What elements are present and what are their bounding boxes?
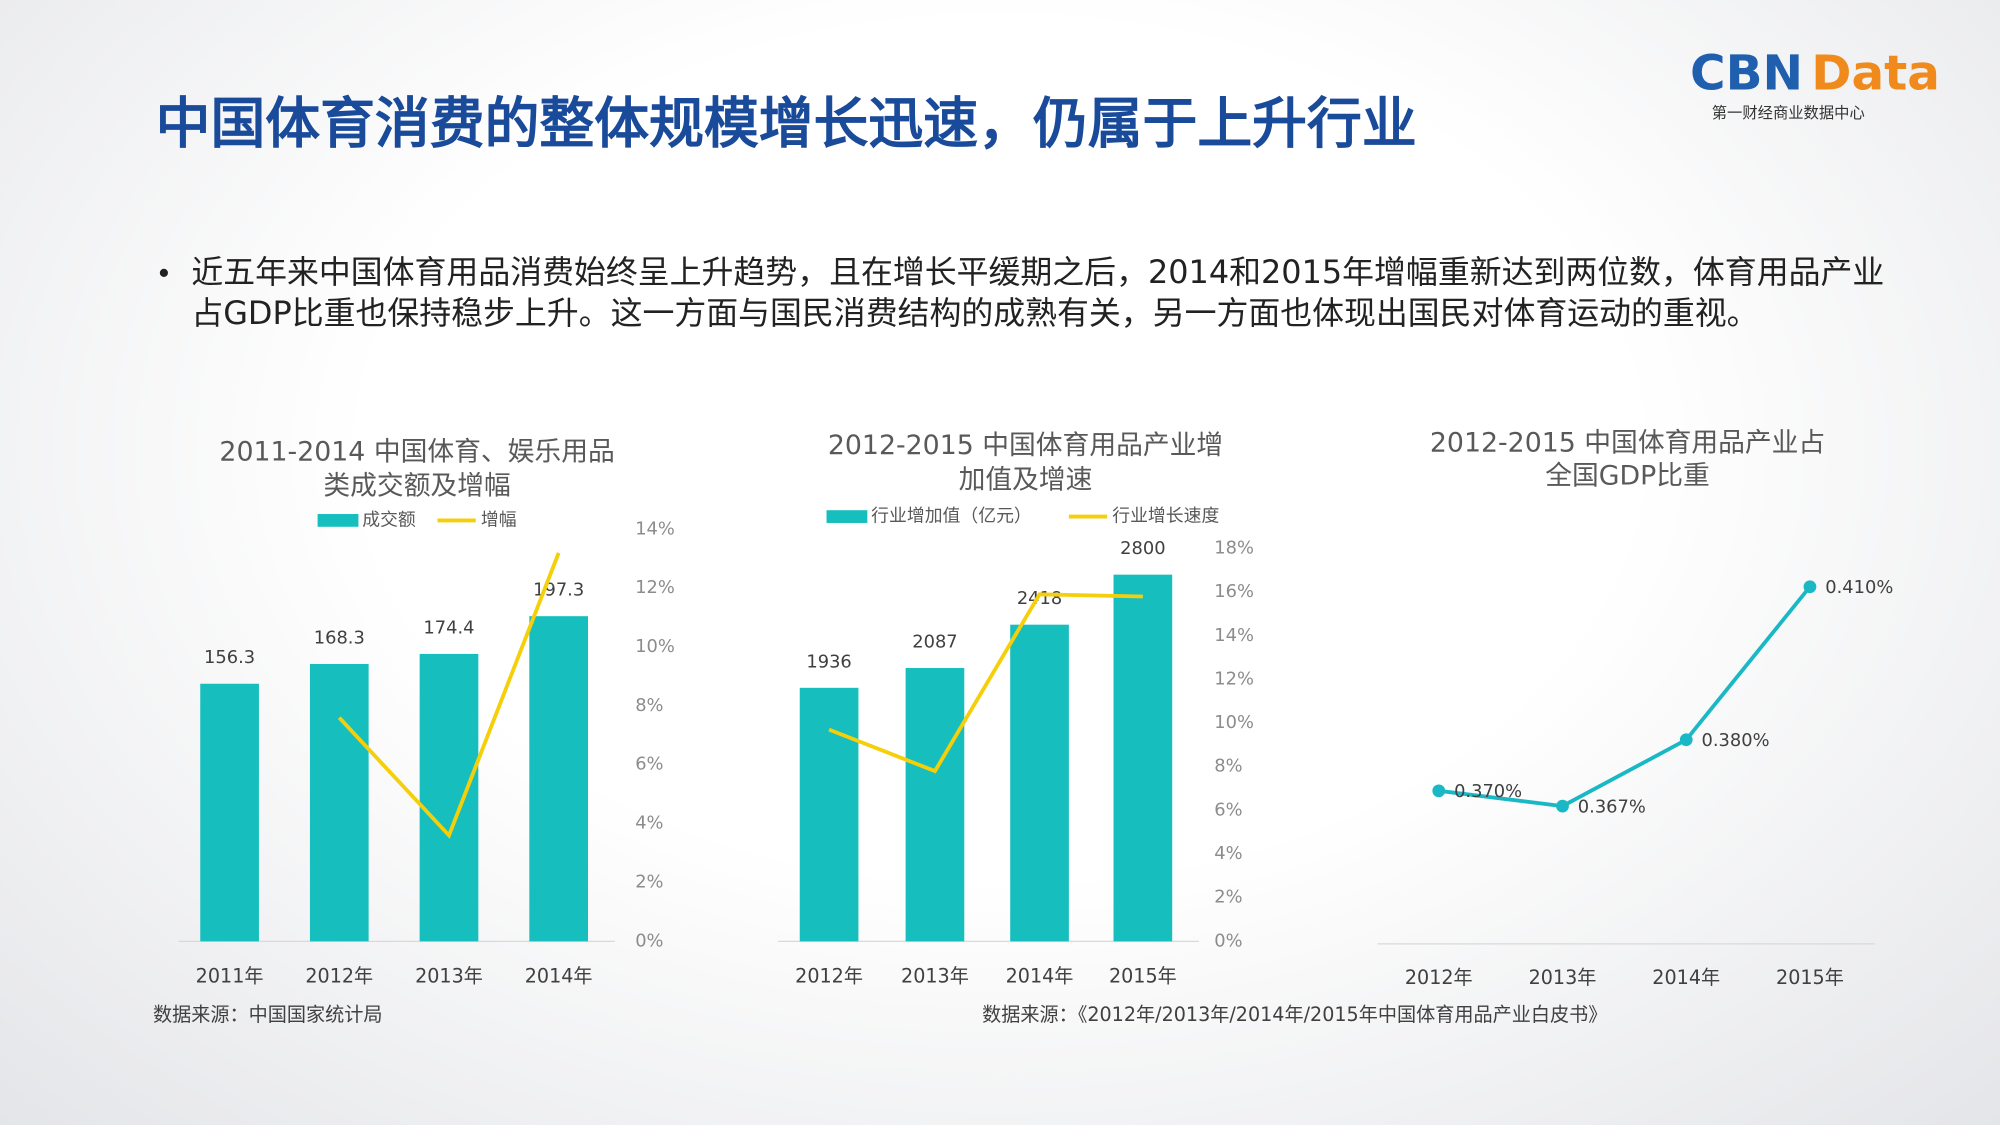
x-tick-label: 2012年 [795, 965, 863, 988]
bar [799, 687, 859, 942]
y2-tick-label: 4% [1214, 843, 1242, 864]
bar [1113, 574, 1173, 942]
data-label: 156.3 [204, 647, 255, 668]
y2-tick-label: 8% [1214, 756, 1242, 777]
y2-tick-label: 14% [1214, 625, 1254, 646]
bar [1010, 624, 1069, 942]
legend-label: 成交额 [362, 509, 416, 530]
y2-tick-label: 8% [635, 695, 663, 716]
chart-title: 加值及增速 [959, 464, 1093, 495]
data-label: 168.3 [314, 627, 365, 648]
y2-tick-label: 10% [1214, 712, 1254, 733]
legend-swatch [317, 514, 359, 527]
bar [529, 616, 589, 942]
bullet-text: 近五年来中国体育用品消费始终呈上升趋势，且在增长平缓期之后，2014和2015年… [191, 253, 1885, 332]
x-tick-label: 2011年 [196, 965, 264, 988]
chart-title: 类成交额及增幅 [323, 471, 510, 502]
logo-accent: Data [1811, 46, 1940, 102]
data-label: 0.380% [1702, 730, 1770, 751]
logo-main: CBN [1690, 46, 1803, 102]
x-tick-label: 2013年 [1529, 966, 1597, 989]
point [1679, 733, 1693, 747]
bar [200, 683, 259, 942]
data-label: 2087 [912, 632, 957, 653]
bullet-box: 近五年来中国体育用品消费始终呈上升趋势，且在增长平缓期之后，2014和2015年… [191, 253, 1885, 332]
chart-title: 2012-2015 中国体育用品产业占 [1430, 427, 1825, 458]
bar [905, 668, 965, 942]
data-label: 2418 [1017, 588, 1062, 609]
y2-tick-label: 16% [1214, 581, 1254, 602]
legend-label: 行业增加值（亿元） [871, 506, 1032, 527]
x-tick-label: 2015年 [1109, 965, 1177, 988]
x-tick-label: 2013年 [415, 965, 483, 988]
x-tick-label: 2014年 [1652, 966, 1720, 989]
y2-tick-label: 18% [1214, 537, 1254, 558]
y2-tick-label: 6% [635, 754, 663, 775]
data-label: 1936 [806, 651, 851, 672]
point [1432, 784, 1446, 798]
line [1438, 585, 1812, 809]
legend-label: 增幅 [481, 509, 517, 530]
chart-title: 全国GDP比重 [1545, 461, 1710, 492]
slide-title: 中国体育消费的整体规模增长迅速，仍属于上升行业 [156, 92, 1417, 156]
bullet-dot: • [156, 258, 173, 291]
y2-tick-label: 2% [1214, 887, 1242, 908]
y2-tick-label: 12% [635, 577, 675, 598]
data-label: 0.410% [1825, 577, 1893, 598]
line [828, 592, 1143, 774]
x-tick-label: 2012年 [305, 965, 373, 988]
data-label: 0.367% [1578, 796, 1646, 817]
y2-tick-label: 0% [1214, 930, 1242, 951]
legend-swatch [826, 510, 868, 523]
y2-tick-label: 2% [635, 871, 663, 892]
x-tick-label: 2012年 [1405, 966, 1473, 989]
bar [309, 663, 369, 942]
bar [419, 653, 479, 942]
chart-title: 2012-2015 中国体育用品产业增 [828, 430, 1223, 461]
y2-tick-label: 0% [635, 930, 663, 951]
x-tick-label: 2014年 [1006, 965, 1074, 988]
y2-tick-label: 4% [635, 813, 663, 834]
y2-tick-label: 10% [635, 636, 675, 657]
x-tick-label: 2013年 [901, 965, 969, 988]
line [337, 552, 561, 839]
source-note: 数据来源：中国国家统计局 [153, 1003, 382, 1026]
x-tick-label: 2015年 [1776, 966, 1844, 989]
logo-sub: 第一财经商业数据中心 [1712, 104, 1865, 122]
x-tick-label: 2014年 [525, 965, 593, 988]
y2-tick-label: 14% [635, 518, 675, 539]
point [1803, 580, 1817, 594]
source-note: 数据来源：《2012年/2013年/2014年/2015年中国体育用品产业白皮书… [982, 1003, 1607, 1026]
chart-title: 2011-2014 中国体育、娱乐用品 [219, 436, 614, 467]
data-label: 174.4 [423, 617, 474, 638]
point [1556, 799, 1569, 813]
y2-tick-label: 6% [1214, 799, 1242, 820]
data-label: 0.370% [1454, 781, 1522, 802]
y2-tick-label: 12% [1214, 668, 1254, 689]
data-label: 2800 [1120, 538, 1165, 559]
legend-label: 行业增长速度 [1112, 506, 1219, 527]
